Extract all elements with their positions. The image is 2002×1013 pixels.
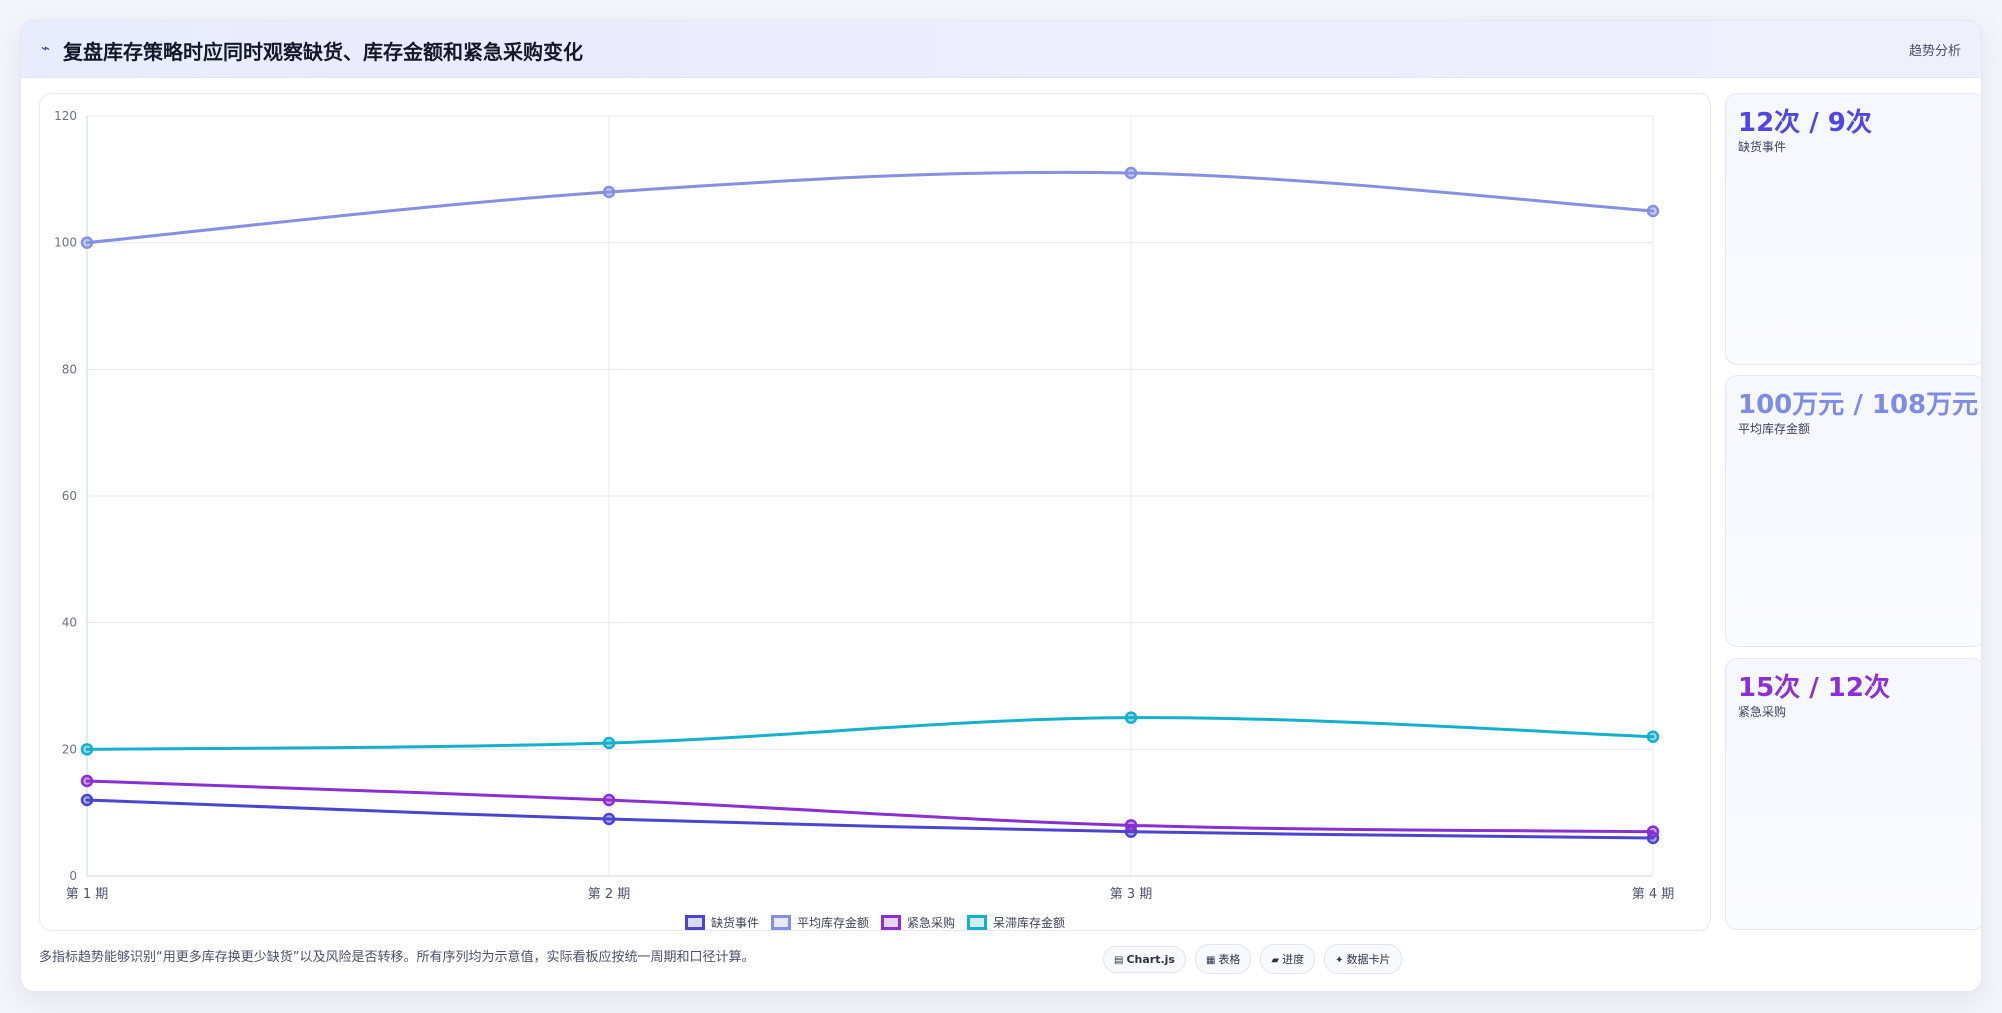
data-point [80, 743, 94, 756]
data-point [1646, 825, 1660, 838]
series-line [85, 779, 1655, 834]
progress-icon: ▰ [1271, 955, 1280, 966]
pill-label: 数据卡片 [1346, 953, 1391, 966]
chart-icon: ▤ [1114, 955, 1124, 966]
x-tick-label: 第 1 期 [66, 887, 109, 902]
legend-swatch [967, 915, 988, 930]
y-tick-label: 0 [69, 869, 77, 883]
stat-label: 缺货事件 [1738, 140, 1787, 154]
chart-panel: 0 20 40 60 80 100 120 第 1 期 第 2 期 第 3 期 第 4 期 缺货事件… [39, 93, 1711, 931]
stat-value: 100万元 / 108万元 [1738, 390, 1979, 420]
series-line [85, 716, 1655, 751]
pill-label: 表格 [1218, 953, 1241, 966]
y-tick-label: 80 [62, 362, 77, 376]
legend-label: 平均库存金额 [796, 916, 869, 930]
dashboard-card: ⌁ 复盘库存策略时应同时观察缺货、库存金额和紧急采购变化 趋势分析 0 20 40 6… [20, 20, 1982, 992]
card-header: ⌁ 复盘库存策略时应同时观察缺货、库存金额和紧急采购变化 趋势分析 [21, 21, 1981, 78]
legend-label: 缺货事件 [710, 916, 759, 930]
data-point [602, 812, 616, 826]
series-line [85, 798, 1655, 840]
data-point [1124, 711, 1138, 724]
series-line [85, 170, 1655, 245]
data-point [602, 793, 616, 807]
card-icon: ✦ [1335, 955, 1344, 966]
legend-label: 呆滞库存金额 [993, 916, 1066, 930]
legend-label: 紧急采购 [907, 916, 956, 930]
pill-chartjs[interactable]: ▤ Chart.js [1103, 946, 1186, 973]
footer-note: 多指标趋势能够识别“用更多库存换更少缺货”以及风险是否转移。所有序列均为示意值，… [39, 950, 755, 965]
data-point [1124, 166, 1138, 180]
data-point [602, 736, 616, 750]
data-point [80, 236, 94, 249]
page-title: 复盘库存策略时应同时观察缺货、库存金额和紧急采购变化 [63, 40, 583, 64]
data-point [1646, 204, 1660, 218]
legend-swatch [770, 915, 791, 930]
pill-label: Chart.js [1126, 953, 1175, 966]
data-point [1646, 730, 1660, 743]
legend-item[interactable]: 平均库存金额 [770, 914, 869, 931]
x-tick-label: 第 2 期 [588, 887, 631, 902]
legend-swatch [684, 915, 705, 930]
legend-item[interactable]: 缺货事件 [684, 914, 759, 931]
legend-item[interactable]: 呆滞库存金额 [967, 914, 1065, 931]
pill-label: 进度 [1282, 953, 1305, 966]
legend-swatch [881, 915, 901, 930]
chart-legend: 缺货事件 平均库存金额 紧急采购 呆滞库存金额 [40, 912, 1710, 931]
stat-value: 12次 / 9次 [1738, 108, 1872, 138]
y-tick-label: 100 [54, 236, 77, 250]
pill-table[interactable]: ▦ 表格 [1194, 944, 1252, 974]
stat-value: 15次 / 12次 [1738, 673, 1890, 703]
stat-card-avg-inventory: 100万元 / 108万元 平均库存金额 [1725, 375, 1981, 647]
data-point [80, 774, 94, 788]
pill-progress[interactable]: ▰ 进度 [1260, 944, 1316, 974]
stat-card-stockout: 12次 / 9次 缺货事件 [1725, 93, 1981, 365]
y-tick-label: 60 [62, 489, 77, 503]
tech-pills: ▤ Chart.js ▦ 表格 ▰ 进度 ✦ 数据卡片 [1103, 944, 1411, 974]
trend-line-icon: ⌁ [41, 39, 51, 57]
data-point [80, 793, 94, 807]
x-tick-label: 第 4 期 [1632, 887, 1675, 902]
pill-data-card[interactable]: ✦ 数据卡片 [1324, 944, 1402, 974]
x-tick-label: 第 3 期 [1110, 887, 1153, 902]
y-tick-label: 20 [62, 742, 77, 756]
line-chart: 0 20 40 60 80 100 120 第 1 期 第 2 期 第 3 期 第 4 期 [54, 109, 1675, 902]
stat-card-urgent-purchase: 15次 / 12次 紧急采购 [1725, 658, 1981, 930]
analysis-type-tag: 趋势分析 [1908, 44, 1961, 59]
data-point [1124, 819, 1138, 832]
stat-label: 紧急采购 [1738, 705, 1787, 719]
table-icon: ▦ [1205, 955, 1216, 966]
y-tick-label: 120 [54, 109, 77, 123]
legend-item[interactable]: 紧急采购 [881, 914, 955, 931]
data-point [602, 185, 616, 199]
stat-label: 平均库存金额 [1738, 422, 1811, 436]
y-tick-label: 40 [62, 616, 77, 630]
